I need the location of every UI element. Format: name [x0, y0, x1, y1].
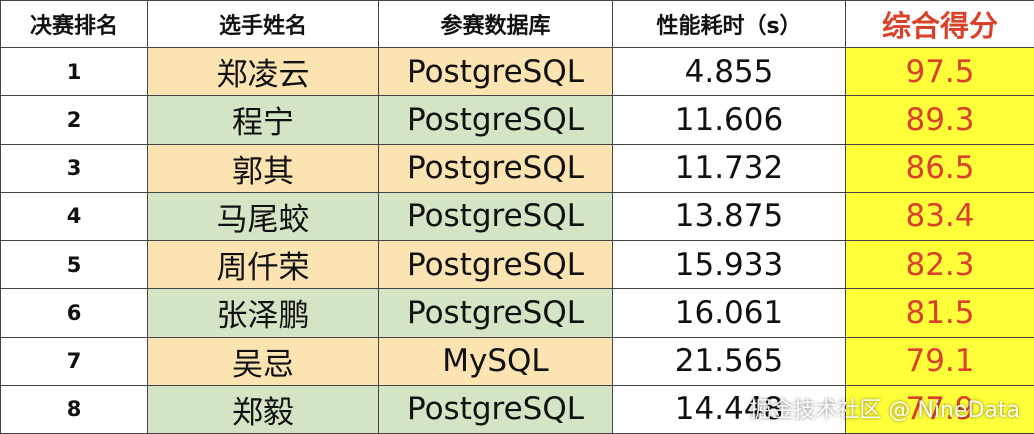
table-cell: 吴忌	[147, 336, 379, 386]
table-cell: 5	[0, 239, 148, 290]
table-cell: MySQL	[378, 336, 613, 386]
table-row: 1 郑凌云 PostgreSQL 4.855 97.5	[0, 46, 1034, 97]
table-cell: 张泽鹏	[147, 288, 379, 338]
header-cell: 综合得分	[845, 0, 1034, 48]
table-cell: 82.3	[845, 239, 1034, 290]
table-row: 3 郭其 PostgreSQL 11.732 86.5	[0, 143, 1034, 193]
table-cell: 81.5	[845, 288, 1034, 338]
table-cell: PostgreSQL	[378, 239, 613, 290]
table-cell: PostgreSQL	[378, 288, 613, 338]
table-cell: 4	[0, 191, 148, 242]
table-cell: 11.606	[612, 95, 846, 145]
table-cell: 97.5	[845, 46, 1034, 97]
header-row: 决赛排名 选手姓名 参赛数据库 性能耗时（s） 综合得分	[0, 0, 1034, 48]
table-cell: 郭其	[147, 143, 379, 193]
table-cell: PostgreSQL	[378, 46, 613, 97]
table-row: 2 程宁 PostgreSQL 11.606 89.3	[0, 95, 1034, 145]
table-cell: 2	[0, 95, 148, 145]
header-cell: 参赛数据库	[378, 0, 613, 48]
table-cell: 4.855	[612, 46, 846, 97]
table-row: 4 马尾蛟 PostgreSQL 13.875 83.4	[0, 191, 1034, 242]
table-cell: 21.565	[612, 336, 846, 386]
table-cell: 89.3	[845, 95, 1034, 145]
table-cell: 马尾蛟	[147, 191, 379, 242]
table-cell: 83.4	[845, 191, 1034, 242]
table-cell: 1	[0, 46, 148, 97]
table-cell: 86.5	[845, 143, 1034, 193]
table-cell: 79.1	[845, 336, 1034, 386]
table-row: 7 吴忌 MySQL 21.565 79.1	[0, 336, 1034, 386]
table-cell: 14.448	[612, 384, 846, 434]
table-cell: PostgreSQL	[378, 191, 613, 242]
table-row: 5 周仟荣 PostgreSQL 15.933 82.3	[0, 239, 1034, 290]
table-cell: PostgreSQL	[378, 384, 613, 434]
table-cell: 郑凌云	[147, 46, 379, 97]
table-cell: PostgreSQL	[378, 143, 613, 193]
table-row: 6 张泽鹏 PostgreSQL 16.061 81.5	[0, 288, 1034, 338]
table-cell: PostgreSQL	[378, 95, 613, 145]
table-row: 8 郑毅 PostgreSQL 14.448 77.9	[0, 384, 1034, 434]
watermark: 掘金技术社区 @ NineData	[749, 398, 1020, 423]
table-cell: 77.9	[845, 384, 1034, 434]
header-cell: 性能耗时（s）	[612, 0, 846, 48]
table-cell: 7	[0, 336, 148, 386]
table-cell: 16.061	[612, 288, 846, 338]
table-cell: 郑毅	[147, 384, 379, 434]
header-cell: 选手姓名	[147, 0, 379, 48]
table-cell: 周仟荣	[147, 239, 379, 290]
table-cell: 3	[0, 143, 148, 193]
table-cell: 15.933	[612, 239, 846, 290]
table-cell: 程宁	[147, 95, 379, 145]
table-cell: 6	[0, 288, 148, 338]
table-cell: 8	[0, 384, 148, 434]
table-body: 1 郑凌云 PostgreSQL 4.855 97.5 2 程宁 PostgreSQL 11.6…	[0, 46, 1034, 434]
table-cell: 13.875	[612, 191, 846, 242]
header-cell: 决赛排名	[0, 0, 148, 48]
table-cell: 11.732	[612, 143, 846, 193]
